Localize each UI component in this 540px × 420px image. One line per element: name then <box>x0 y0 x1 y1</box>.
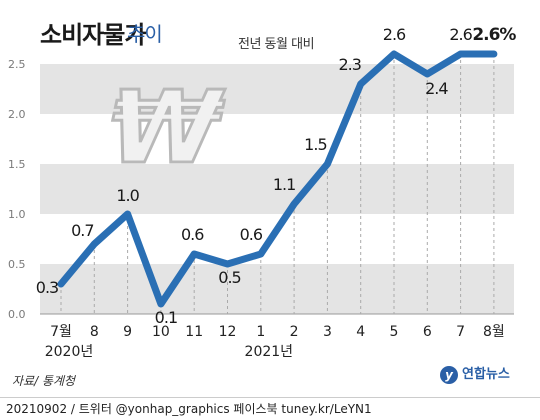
chart-subtitle: 추이 <box>127 22 163 46</box>
x-tick-label: 6 <box>423 324 432 340</box>
x-tick-label: 1 <box>256 324 265 340</box>
background-bands <box>40 64 514 315</box>
y-tick-label: 0.5 <box>8 258 26 271</box>
x-tick-label: 3 <box>323 324 332 340</box>
chart-frame: ₩ 0.0 0.5 1.0 1.5 2.0 2.5 7월 8 9 10 11 12 1 2 3 4 5 6 7 8월… <box>8 21 518 388</box>
data-label: 0.6 <box>240 225 263 244</box>
series-line <box>57 50 498 308</box>
grid-band <box>40 264 514 314</box>
data-label: 0.5 <box>218 268 240 287</box>
line-chart: ₩ 0.00.51.01.52.02.5 7월 8 9 10 11 12 1 2 3 4 5 6 7 8월… <box>8 25 518 360</box>
year-label: 2020년 <box>45 344 94 360</box>
data-label: 0.1 <box>155 308 177 327</box>
year-label: 2021년 <box>245 344 294 360</box>
data-label: 0.7 <box>71 221 93 240</box>
x-tick-label: 10 <box>152 324 170 340</box>
year-labels: 2020년 2021년 <box>45 344 293 360</box>
x-tick-label: 11 <box>185 324 203 340</box>
x-tick-label: 5 <box>390 324 399 340</box>
x-tick-label: 9 <box>123 324 132 340</box>
y-tick-label: 1.0 <box>8 208 26 221</box>
won-currency-sign-icon: ₩ <box>96 68 234 188</box>
x-axis-ticks: 7월 8 9 10 11 12 1 2 3 4 5 6 7 8월 <box>50 324 505 340</box>
vertical-gridlines <box>60 54 495 314</box>
data-label: 0.6 <box>181 225 204 244</box>
logo-text: 연합뉴스 <box>462 367 510 382</box>
data-label: 2.3 <box>338 55 360 74</box>
data-label: 2.6% <box>472 25 516 45</box>
grid-band <box>40 164 514 214</box>
source-note: 자료/ 통계청 <box>12 374 76 388</box>
chart-title: 소비자물가 <box>40 21 146 49</box>
x-tick-label: 8 <box>90 324 99 340</box>
data-label: 1.0 <box>116 186 139 205</box>
x-tick-label: 7월 <box>50 324 72 340</box>
y-tick-label: 0.0 <box>8 308 26 321</box>
y-tick-label: 2.0 <box>8 108 26 121</box>
data-label: 2.4 <box>425 79 448 98</box>
svg-text:₩: ₩ <box>98 69 233 186</box>
data-label: 1.1 <box>273 175 295 194</box>
data-labels: 0.30.71.00.10.60.50.61.11.52.32.62.42.6 2… <box>36 25 518 327</box>
data-label: 2.6 <box>449 25 472 44</box>
y-tick-label: 2.5 <box>8 58 26 71</box>
footer-credit: 20210902 / 트위터 @yonhap_graphics 페이스북 tun… <box>0 397 540 420</box>
x-tick-label: 8월 <box>483 324 505 340</box>
data-label: 0.3 <box>36 278 58 297</box>
data-label: 2.6 <box>383 25 406 44</box>
unit-note: 전년 동월 대비 <box>238 37 315 52</box>
x-tick-label: 12 <box>219 324 237 340</box>
x-tick-label: 4 <box>356 324 365 340</box>
x-tick-label: 7 <box>456 324 465 340</box>
x-tick-label: 2 <box>290 324 299 340</box>
yonhap-logo-icon: y <box>440 366 458 384</box>
data-label: 1.5 <box>304 135 326 154</box>
y-tick-label: 1.5 <box>8 158 26 171</box>
y-axis-ticks: 0.0 0.5 1.0 1.5 2.0 2.5 <box>8 58 26 321</box>
